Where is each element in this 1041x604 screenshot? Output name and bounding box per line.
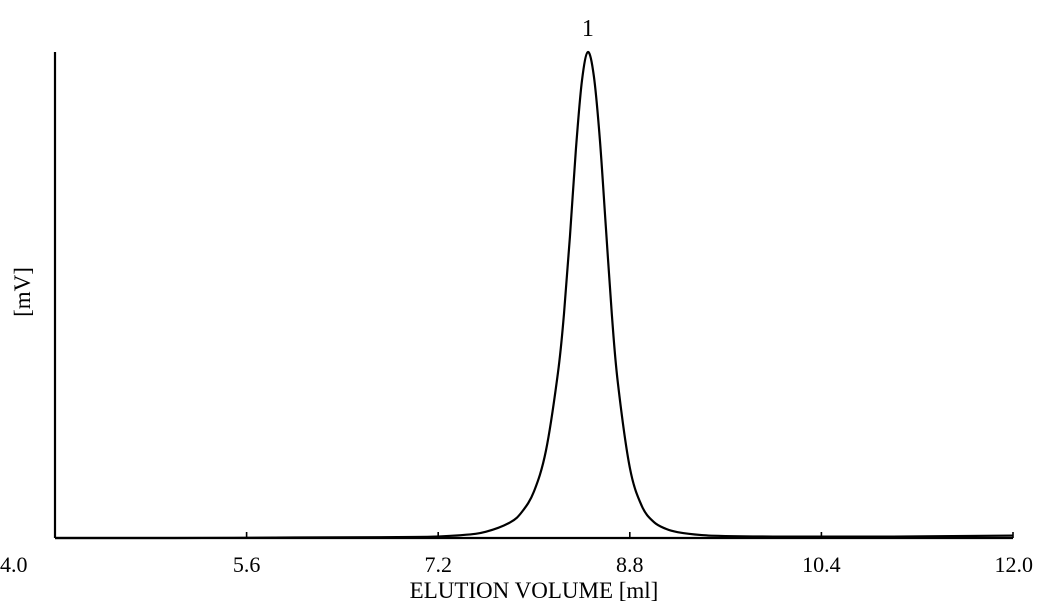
x-tick-label-5: 12.0 (995, 552, 1034, 577)
peak-label-0: 1 (582, 16, 594, 42)
x-tick-label-0: 4.0 (0, 552, 28, 577)
chromatogram-trace (55, 50, 1014, 540)
x-tick-label-2: 7.2 (424, 552, 452, 577)
x-axis-tick-labels: 4.0 5.6 7.2 8.8 10.4 12.0 (0, 552, 1033, 577)
peak-annotations: 1 (582, 16, 594, 42)
x-tick-label-3: 8.8 (616, 552, 644, 577)
y-axis-label: [mV] (10, 267, 35, 317)
x-tick-label-4: 10.4 (802, 552, 841, 577)
x-axis-ticks (54, 532, 1014, 538)
x-axis-label: ELUTION VOLUME [ml] (410, 578, 659, 603)
x-tick-label-1: 5.6 (233, 552, 261, 577)
